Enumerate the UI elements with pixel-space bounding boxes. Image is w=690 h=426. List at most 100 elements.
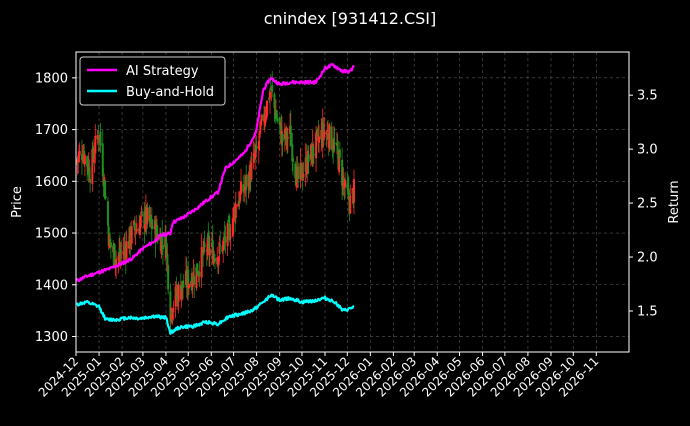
candle-body (123, 245, 126, 253)
candle-body (191, 283, 194, 287)
candle-body (108, 235, 111, 249)
candle-body (217, 256, 220, 265)
candle-body (286, 130, 289, 141)
candle-body (322, 122, 325, 135)
candle-body (139, 216, 142, 222)
line-ai-strategy (75, 63, 355, 283)
candle-body (119, 254, 122, 256)
candle-body (315, 133, 318, 159)
left-axis-label: Price (10, 186, 25, 218)
y-tick-label-left: 1600 (35, 175, 68, 190)
candle-body (130, 226, 133, 244)
candle-body (301, 177, 304, 180)
candle-body (93, 156, 96, 158)
candlestick-series (75, 71, 355, 331)
y-tick-label-right: 2.5 (637, 197, 658, 212)
candle-body (78, 151, 81, 156)
candle-body (92, 146, 95, 159)
candle-body (213, 258, 216, 262)
candle-body (97, 135, 100, 141)
candle-body (144, 223, 147, 230)
candle-body (346, 183, 349, 189)
candle-body (198, 271, 201, 277)
chart-title: cnindex [931412.CSI] (264, 9, 437, 28)
candle-body (177, 284, 180, 302)
candle-body (299, 162, 302, 180)
candle-body (169, 291, 172, 323)
candle-body (326, 130, 329, 132)
x-axis-ticks: 2024-122025-012025-022025-032025-042025-… (36, 352, 601, 400)
candle-body (187, 269, 190, 290)
candle-body (300, 163, 303, 180)
candle-body (289, 125, 292, 147)
candle-body (268, 97, 271, 101)
candle-body (254, 144, 257, 154)
candle-body (336, 140, 339, 152)
candle-body (266, 100, 269, 117)
candle-body (135, 229, 138, 231)
candle-body (213, 254, 216, 256)
candle-body (290, 143, 293, 146)
candle-body (172, 307, 175, 313)
candle-body (271, 85, 274, 92)
candle-body (103, 177, 106, 184)
candle-body (143, 211, 146, 229)
candle-body (234, 203, 237, 218)
candle-body (75, 160, 78, 162)
candle-body (279, 122, 282, 125)
candle-body (80, 154, 83, 160)
candle-body (315, 131, 318, 134)
candle-body (187, 283, 190, 289)
candle-body (101, 143, 104, 177)
candle-body (245, 174, 248, 190)
candle-body (83, 155, 86, 165)
candle-body (240, 181, 243, 195)
candle-body (98, 135, 101, 138)
candle-body (239, 191, 242, 201)
candle-body (118, 248, 121, 257)
candle-body (89, 178, 92, 183)
candle-body (292, 158, 295, 162)
y-tick-label-left: 1700 (35, 123, 68, 138)
candle-body (151, 226, 154, 229)
candle-body (88, 166, 91, 179)
candle-body (219, 244, 222, 247)
candle-body (81, 160, 84, 162)
candle-body (200, 247, 203, 278)
candle-body (274, 109, 277, 119)
y-tick-label-left: 1500 (35, 227, 68, 242)
candle-body (232, 208, 235, 221)
candle-body (156, 226, 159, 234)
candle-body (120, 250, 123, 253)
candle-body (150, 218, 153, 229)
candle-body (326, 132, 329, 141)
candle-body (202, 250, 205, 256)
candle-body (228, 223, 231, 226)
candle-body (259, 121, 262, 134)
candle-body (342, 177, 345, 182)
candle-body (286, 136, 289, 139)
candle-body (104, 196, 107, 199)
candle-body (138, 221, 141, 235)
candle-body (226, 223, 229, 247)
candle-body (250, 162, 253, 180)
candle-body (129, 226, 132, 246)
candle-body (323, 130, 326, 138)
candle-body (174, 286, 177, 307)
candle-body (291, 144, 294, 162)
candle-body (258, 131, 261, 139)
candle-body (99, 132, 102, 146)
candle-body (325, 132, 328, 135)
candle-body (166, 253, 169, 264)
candle-body (307, 154, 310, 162)
grid-lines (75, 52, 629, 352)
candle-body (260, 114, 263, 121)
candle-body (103, 180, 106, 199)
candle-body (295, 166, 298, 188)
legend-label-buy-and-hold: Buy-and-Hold (126, 85, 214, 100)
candle-body (338, 150, 341, 173)
candle-body (160, 235, 163, 255)
candle-body (109, 238, 112, 242)
candle-body (203, 243, 206, 248)
